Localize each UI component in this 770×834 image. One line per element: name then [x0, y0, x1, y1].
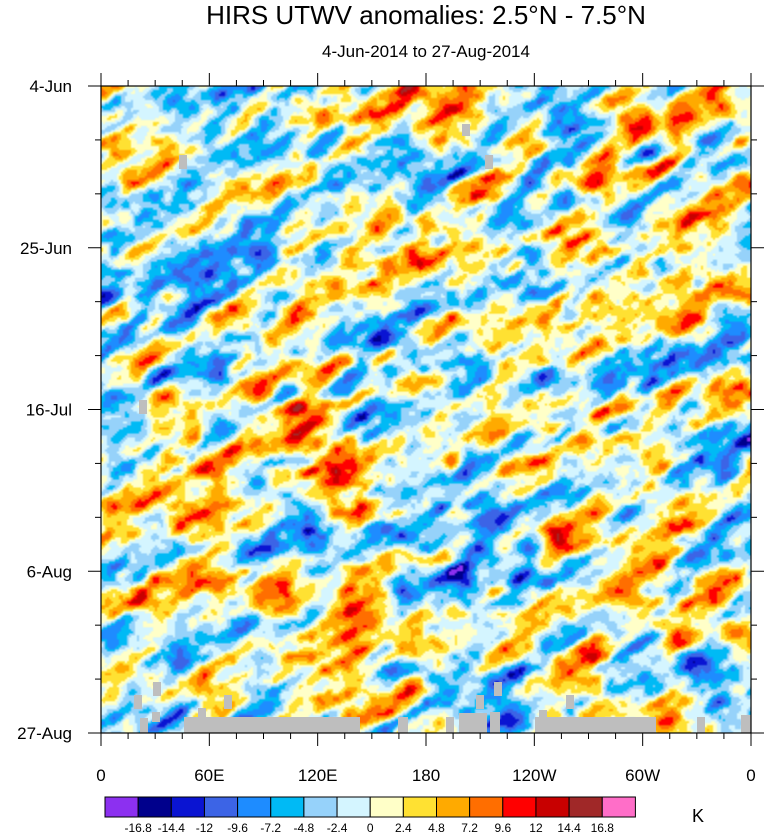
- colorbar-label: 14.4: [557, 821, 581, 834]
- colorbar-label: -7.2: [260, 821, 281, 834]
- colorbar-label: -4.8: [294, 821, 315, 834]
- x-tick-label: 120W: [512, 766, 556, 785]
- missing-data-patch: [462, 124, 470, 136]
- colorbar-label: 16.8: [591, 821, 615, 834]
- colorbar-unit: K: [692, 806, 704, 826]
- colorbar-label: 9.6: [494, 821, 511, 834]
- y-tick-label: 27-Aug: [17, 724, 72, 743]
- colorbar-swatch: [469, 796, 504, 818]
- missing-data-patch: [140, 718, 148, 733]
- missing-data-patch: [152, 712, 160, 722]
- missing-data-patch: [134, 695, 142, 709]
- x-tick-label: 0: [746, 766, 755, 785]
- heatmap-field: [101, 86, 751, 733]
- missing-data-patch: [476, 695, 484, 709]
- missing-data-patch: [446, 717, 454, 733]
- colorbar-label: 0: [367, 821, 374, 834]
- x-tick-label: 180: [412, 766, 440, 785]
- x-tick-label: 60E: [194, 766, 224, 785]
- colorbar-label: 7.2: [461, 821, 478, 834]
- colorbar-label: 12: [529, 821, 543, 834]
- y-tick-label: 6-Aug: [27, 562, 72, 581]
- colorbar-label: -12: [196, 821, 214, 834]
- missing-data-patch: [179, 155, 187, 169]
- missing-data-patch: [139, 400, 147, 414]
- colorbar-label: -9.6: [227, 821, 248, 834]
- missing-data-patch: [153, 682, 161, 696]
- missing-data-patch: [741, 715, 751, 733]
- x-axis: 0 60E 120E 180 120W 60W 0: [96, 73, 756, 785]
- colorbar-label: -16.8: [124, 821, 152, 834]
- x-tick-label: 120E: [298, 766, 338, 785]
- missing-data-patch: [485, 155, 493, 169]
- anomaly-field: [101, 86, 751, 733]
- colorbar-swatch: [502, 796, 537, 818]
- x-tick-label: 0: [96, 766, 105, 785]
- colorbar-swatch: [336, 796, 371, 818]
- y-tick-label: 4-Jun: [29, 77, 72, 96]
- colorbar-swatch: [170, 796, 205, 818]
- colorbar-label: 2.4: [395, 821, 412, 834]
- colorbar-swatch: [535, 796, 570, 818]
- x-tick-label: 60W: [625, 766, 660, 785]
- y-tick-label: 16-Jul: [26, 401, 72, 420]
- missing-data-patch: [184, 717, 360, 733]
- colorbar-swatch: [568, 796, 603, 818]
- chart-title: HIRS UTWV anomalies: 2.5°N - 7.5°N: [206, 0, 646, 30]
- colorbar: -16.8 -14.4 -12 -9.6 -7.2 -4.8 -2.4 0 2.4 4.8 7.2 9…: [104, 796, 636, 834]
- colorbar-swatch: [137, 796, 172, 818]
- missing-data-patch: [494, 682, 502, 696]
- colorbar-swatch: [237, 796, 272, 818]
- missing-data-patch: [566, 695, 574, 709]
- missing-data-layer: [134, 124, 751, 733]
- missing-data-patch: [535, 717, 656, 733]
- missing-data-patch: [198, 708, 206, 718]
- colorbar-swatch: [270, 796, 305, 818]
- missing-data-patch: [398, 717, 408, 733]
- colorbar-label: 4.8: [428, 821, 445, 834]
- y-tick-label: 25-Jun: [20, 239, 72, 258]
- colorbar-label: -2.4: [327, 821, 348, 834]
- colorbar-swatch: [436, 796, 471, 818]
- y-axis: 4-Jun 25-Jun 16-Jul 6-Aug 27-Aug: [17, 77, 764, 743]
- colorbar-swatch: [369, 796, 404, 818]
- missing-data-patch: [697, 717, 705, 733]
- chart-subtitle: 4-Jun-2014 to 27-Aug-2014: [322, 42, 530, 61]
- colorbar-swatch: [601, 796, 636, 818]
- colorbar-swatch: [203, 796, 239, 818]
- colorbar-label: -14.4: [158, 821, 186, 834]
- missing-data-patch: [224, 695, 232, 709]
- missing-data-patch: [490, 712, 500, 733]
- colorbar-swatch: [402, 796, 438, 818]
- missing-data-patch: [539, 710, 547, 718]
- colorbar-swatch: [303, 796, 338, 818]
- colorbar-swatch: [104, 796, 139, 818]
- missing-data-patch: [459, 713, 487, 733]
